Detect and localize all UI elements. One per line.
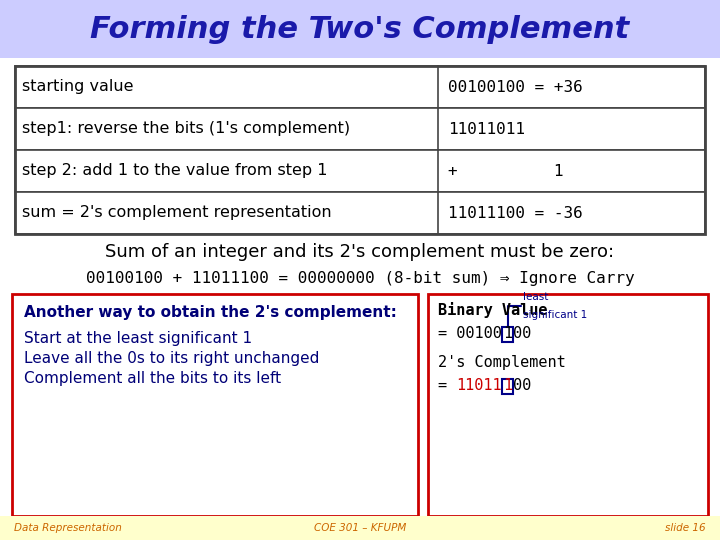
Bar — [15, 66, 705, 108]
Text: Sum of an integer and its 2's complement must be zero:: Sum of an integer and its 2's complement… — [105, 243, 615, 261]
Bar — [0, 0, 720, 58]
Text: Start at the least significant 1: Start at the least significant 1 — [24, 330, 252, 346]
Text: sum = 2's complement representation: sum = 2's complement representation — [22, 206, 332, 220]
Text: step1: reverse the bits (1's complement): step1: reverse the bits (1's complement) — [22, 122, 350, 137]
Text: = 00100: = 00100 — [438, 327, 502, 341]
Text: 00100100 + 11011100 = 00000000 (8-bit sum) ⇒ Ignore Carry: 00100100 + 11011100 = 00000000 (8-bit su… — [86, 271, 634, 286]
Text: +          1: + 1 — [448, 164, 564, 179]
Bar — [15, 66, 705, 234]
Text: COE 301 – KFUPM: COE 301 – KFUPM — [314, 523, 406, 533]
Text: starting value: starting value — [22, 79, 133, 94]
Text: 00100100 = +36: 00100100 = +36 — [448, 79, 582, 94]
Text: Data Representation: Data Representation — [14, 523, 122, 533]
Text: least: least — [523, 292, 548, 302]
Bar — [15, 192, 705, 234]
Text: =: = — [438, 379, 456, 394]
Text: slide 16: slide 16 — [665, 523, 706, 533]
Text: 11011100 = -36: 11011100 = -36 — [448, 206, 582, 220]
Bar — [428, 294, 708, 516]
Text: 1: 1 — [503, 327, 512, 341]
Text: Complement all the bits to its left: Complement all the bits to its left — [24, 370, 281, 386]
Bar — [15, 108, 705, 150]
Text: 1: 1 — [503, 379, 512, 394]
Bar — [0, 516, 720, 540]
Text: Another way to obtain the 2's complement:: Another way to obtain the 2's complement… — [24, 305, 397, 320]
Bar — [503, 379, 513, 394]
Text: 11011: 11011 — [456, 379, 502, 394]
Text: 11011011: 11011011 — [448, 122, 525, 137]
Text: Leave all the 0s to its right unchanged: Leave all the 0s to its right unchanged — [24, 350, 320, 366]
Text: significant 1: significant 1 — [523, 310, 587, 320]
Bar — [503, 327, 513, 341]
Text: Binary Value: Binary Value — [438, 302, 547, 318]
Bar — [15, 150, 705, 192]
Text: 00: 00 — [513, 327, 531, 341]
Text: Forming the Two's Complement: Forming the Two's Complement — [91, 15, 629, 44]
Bar — [12, 294, 418, 516]
Text: 00: 00 — [513, 379, 531, 394]
Text: 2's Complement: 2's Complement — [438, 354, 566, 369]
Text: step 2: add 1 to the value from step 1: step 2: add 1 to the value from step 1 — [22, 164, 328, 179]
